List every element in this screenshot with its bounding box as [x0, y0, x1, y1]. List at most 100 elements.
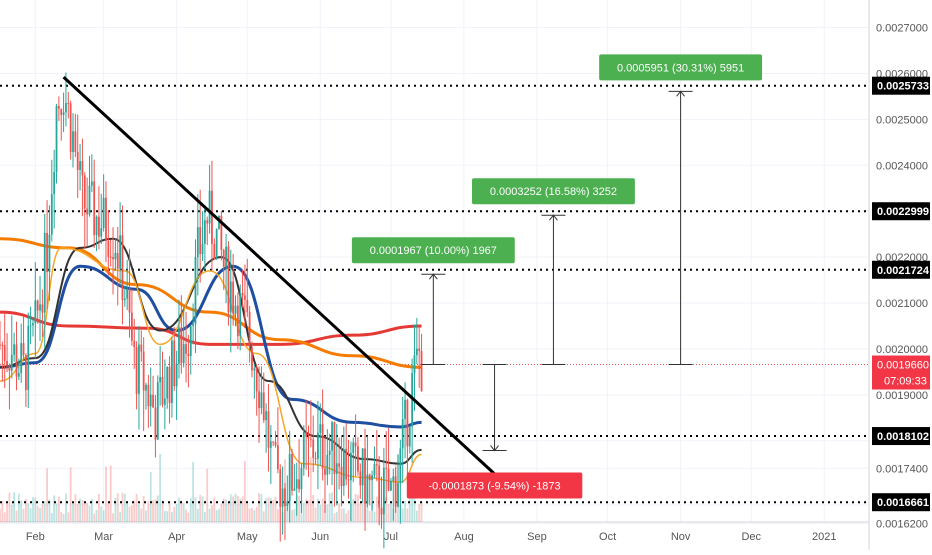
time-tick-label[interactable]: Apr: [168, 531, 185, 543]
volume-bar: [420, 501, 423, 522]
volume-bar: [76, 503, 79, 522]
candle-body: [175, 363, 178, 387]
time-tick-label[interactable]: 2021: [812, 531, 836, 543]
candle-body: [100, 228, 103, 237]
volume-bar: [128, 506, 131, 522]
candle-body: [161, 377, 164, 405]
candle-body: [178, 327, 180, 364]
last-price-label[interactable]: 0.0019660: [877, 360, 929, 372]
time-tick-label[interactable]: May: [237, 531, 258, 543]
countdown-label[interactable]: 07:09:33: [884, 376, 927, 388]
level-price-box[interactable]: [872, 260, 930, 279]
candle-body: [408, 426, 411, 447]
volume-bar: [147, 501, 150, 522]
time-tick-label[interactable]: Mar: [94, 531, 113, 543]
time-tick-label[interactable]: Nov: [671, 531, 691, 543]
candle-body: [109, 256, 112, 258]
time-tick-label[interactable]: Dec: [741, 531, 761, 543]
volume-bar: [100, 506, 103, 522]
trendline-group[interactable]: [62, 76, 515, 493]
level-price-box[interactable]: [872, 202, 930, 221]
price-tick-label[interactable]: 0.0027000: [876, 23, 928, 35]
last-price-box[interactable]: [872, 355, 930, 390]
candle-body: [244, 295, 246, 300]
volume-bar: [272, 499, 275, 522]
volume-bar: [347, 510, 350, 522]
volume-bar: [262, 511, 265, 522]
time-tick-label[interactable]: Jul: [384, 531, 398, 543]
volume-bar: [291, 510, 293, 522]
candle-body: [6, 360, 8, 366]
candle-body: [342, 448, 345, 486]
trendline[interactable]: [62, 76, 515, 493]
candle-body: [413, 355, 416, 374]
level-price-label[interactable]: 0.0016661: [877, 497, 929, 509]
level-price-label[interactable]: 0.0025733: [877, 81, 929, 93]
volume-bar: [328, 493, 331, 522]
level-price-box[interactable]: [872, 427, 930, 446]
grid-lines: [0, 0, 870, 550]
candle-body: [102, 197, 105, 229]
measure-label-box: [406, 472, 583, 499]
volume-bar: [312, 495, 315, 522]
price-tick-label[interactable]: 0.0021000: [876, 298, 928, 310]
volume-bar: [65, 493, 67, 522]
level-price-label[interactable]: 0.0022999: [877, 206, 929, 218]
candle-body: [119, 235, 122, 269]
candle-body: [145, 384, 147, 391]
horizontal-levels[interactable]: [0, 84, 869, 504]
measurements[interactable]: 0.0001967 (10.00%) 1967 0.0003252 (16.58%…: [351, 54, 763, 499]
candle-body: [36, 300, 39, 311]
level-price-label[interactable]: 0.0021724: [877, 265, 930, 277]
price-tick-label[interactable]: 0.0025000: [876, 114, 928, 126]
candle-body: [265, 411, 268, 421]
volume-bar: [411, 497, 414, 522]
volume-bar: [39, 508, 41, 522]
candle-body: [81, 161, 84, 176]
moving-average-line: [0, 264, 422, 429]
candle-body: [239, 293, 242, 337]
volume-bar: [333, 513, 336, 522]
candle-body: [27, 326, 30, 390]
price-tick-label[interactable]: 0.0024000: [876, 160, 928, 172]
level-price-box[interactable]: [872, 76, 930, 95]
candle-body: [321, 424, 324, 469]
candle-body: [397, 483, 399, 507]
candle-body: [39, 304, 41, 311]
volume-bar: [387, 503, 390, 522]
time-tick-label[interactable]: Oct: [599, 531, 616, 543]
volume-bar: [119, 512, 122, 522]
time-tick-label[interactable]: Aug: [454, 531, 474, 543]
price-tick-label[interactable]: 0.0017400: [876, 463, 928, 475]
volume-bar: [20, 500, 23, 522]
candle-body: [76, 151, 79, 170]
candle-body: [291, 453, 293, 491]
price-tick-label[interactable]: 0.0016200: [876, 518, 928, 530]
price-tick-label[interactable]: 0.0019000: [876, 390, 928, 402]
candle-body: [138, 344, 140, 394]
candle-body: [1, 344, 4, 346]
candle-body: [185, 344, 187, 354]
candle-body: [328, 450, 331, 455]
price-tick-label[interactable]: 0.0020000: [876, 344, 928, 356]
volume-bar: [321, 498, 324, 522]
time-axis[interactable]: Feb Mar Apr May Jun Jul Aug Sep Oct Nov Dec 2021: [26, 531, 837, 543]
level-price-label[interactable]: 0.0018102: [877, 431, 929, 443]
volume-bar: [159, 453, 162, 522]
time-tick-label[interactable]: Sep: [527, 531, 547, 543]
volume-bar: [112, 513, 114, 522]
volume-bar: [335, 511, 338, 522]
time-tick-label[interactable]: Jun: [311, 531, 329, 543]
level-price-box[interactable]: [872, 493, 930, 512]
time-tick-label[interactable]: Feb: [26, 531, 45, 543]
volume-bar: [168, 502, 171, 522]
volume-bar: [1, 501, 4, 522]
volume-bar: [121, 492, 124, 522]
price-axis[interactable]: 0.00270000.00260000.00250000.00240000.00…: [872, 23, 930, 531]
volume-bar: [215, 509, 218, 522]
volume-bar: [116, 493, 119, 522]
volume-bar: [34, 497, 37, 522]
volume-bar: [307, 499, 310, 522]
